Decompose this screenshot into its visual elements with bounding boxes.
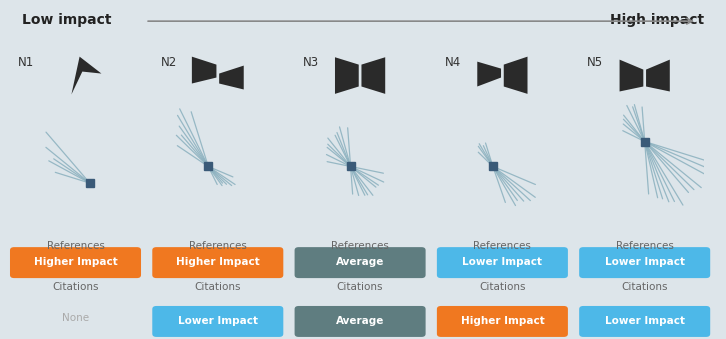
Text: References: References: [46, 241, 105, 251]
Text: References: References: [473, 241, 531, 251]
Text: Lower Impact: Lower Impact: [462, 257, 542, 267]
Polygon shape: [335, 57, 359, 94]
Text: None: None: [62, 313, 89, 323]
Text: N3: N3: [303, 56, 319, 69]
FancyBboxPatch shape: [10, 247, 141, 278]
Text: N2: N2: [160, 56, 176, 69]
FancyBboxPatch shape: [437, 247, 568, 278]
Polygon shape: [362, 57, 386, 94]
Text: Average: Average: [336, 257, 384, 267]
Text: Lower Impact: Lower Impact: [605, 316, 685, 326]
Text: N1: N1: [18, 56, 34, 69]
Text: N4: N4: [445, 56, 461, 69]
FancyBboxPatch shape: [295, 306, 425, 337]
Text: Citations: Citations: [195, 282, 241, 292]
Text: Citations: Citations: [621, 282, 668, 292]
Polygon shape: [504, 57, 528, 94]
Text: References: References: [616, 241, 674, 251]
Polygon shape: [619, 60, 643, 92]
Text: N5: N5: [587, 56, 603, 69]
FancyBboxPatch shape: [579, 247, 710, 278]
Text: Citations: Citations: [479, 282, 526, 292]
Text: Low impact: Low impact: [22, 13, 111, 27]
Text: Lower Impact: Lower Impact: [605, 257, 685, 267]
Text: Citations: Citations: [337, 282, 383, 292]
Text: Higher Impact: Higher Impact: [33, 257, 118, 267]
Polygon shape: [477, 62, 501, 86]
Text: References: References: [189, 241, 247, 251]
Text: High impact: High impact: [610, 13, 704, 27]
Polygon shape: [219, 66, 244, 89]
FancyBboxPatch shape: [437, 306, 568, 337]
FancyBboxPatch shape: [579, 306, 710, 337]
Text: Higher Impact: Higher Impact: [176, 257, 260, 267]
Polygon shape: [192, 57, 216, 83]
FancyBboxPatch shape: [152, 306, 283, 337]
Polygon shape: [71, 57, 102, 95]
Text: Higher Impact: Higher Impact: [460, 316, 544, 326]
FancyBboxPatch shape: [152, 247, 283, 278]
Polygon shape: [646, 60, 670, 92]
Text: Average: Average: [336, 316, 384, 326]
Text: Lower Impact: Lower Impact: [178, 316, 258, 326]
Text: Citations: Citations: [52, 282, 99, 292]
Text: References: References: [331, 241, 389, 251]
FancyBboxPatch shape: [295, 247, 425, 278]
